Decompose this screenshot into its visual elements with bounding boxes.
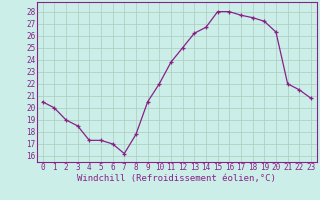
X-axis label: Windchill (Refroidissement éolien,°C): Windchill (Refroidissement éolien,°C) xyxy=(77,174,276,183)
